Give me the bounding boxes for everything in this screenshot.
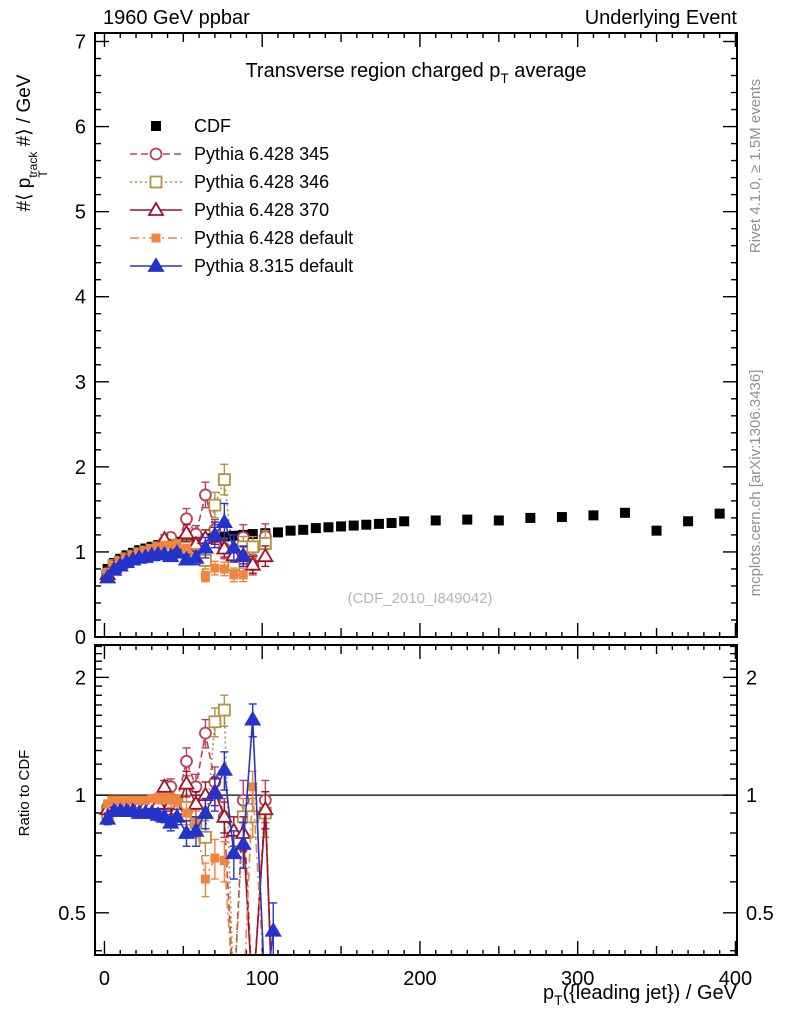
legend: CDF Pythia 6.428 345 Pythia 6.428 346 Pythi…: [128, 112, 353, 280]
y-tick-label-ratio-right: 2: [746, 667, 757, 689]
y-tick-label-ratio-right: 1: [746, 785, 757, 807]
plot-title: Transverse region charged pT average: [245, 60, 587, 87]
header-topic: Underlying Event: [584, 7, 737, 29]
legend-item-pythia-6-428-default: Pythia 6.428 default: [128, 224, 353, 252]
y-tick-label-main: 5: [75, 202, 86, 224]
legend-item-pythia-6-428-370: Pythia 6.428 370: [128, 196, 353, 224]
legend-label-pythia-6-428-346: Pythia 6.428 346: [194, 171, 330, 192]
analysis-watermark: (CDF_2010_I849042): [347, 590, 493, 607]
legend-item-pythia-6-428-346: Pythia 6.428 346: [128, 168, 353, 196]
legend-label-pythia-6-428-370: Pythia 6.428 370: [194, 199, 330, 220]
legend-marker-pythia-6-428-345: [130, 147, 182, 161]
y-tick-label-ratio: 2: [75, 667, 86, 689]
series-main-pythia-8-315-default: [99, 502, 252, 584]
y-tick-label-ratio-right: 0.5: [746, 903, 774, 925]
legend-marker-pythia-6-428-370: [130, 201, 182, 216]
legend-marker-pythia-8-315-default: [130, 257, 182, 272]
y-tick-label-main: 0: [75, 627, 86, 649]
legend-label-pythia-8-315-default: Pythia 8.315 default: [194, 255, 354, 276]
legend-item-cdf: CDF: [128, 112, 353, 140]
y-axis-title-ratio: Ratio to CDF: [16, 749, 33, 837]
x-tick-label: 100: [246, 968, 279, 990]
y-axis-title-main: #⟨ p track T #⟩ / GeV: [14, 74, 50, 212]
y-tick-label-main: 2: [75, 457, 86, 479]
rivet-version-label: Rivet 4.1.0, ≥ 1.5M events: [747, 78, 764, 254]
y-tick-label-main: 3: [75, 372, 86, 394]
header-beam: 1960 GeV ppbar: [103, 7, 250, 29]
y-tick-label-main: 4: [75, 287, 86, 309]
legend-label-cdf: CDF: [194, 115, 231, 136]
legend-label-pythia-6-428-default: Pythia 6.428 default: [194, 227, 354, 248]
y-tick-label-ratio: 0.5: [58, 903, 86, 925]
y-tick-label-ratio: 1: [75, 785, 86, 807]
x-tick-label: 400: [719, 968, 752, 990]
axes: 0 100 200 300 400 0 1 2 3 4 5 6 7 0.5 0.5 1 1 2 2: [58, 32, 774, 990]
legend-marker-cdf: [151, 121, 161, 131]
legend-marker-pythia-6-428-default: [130, 233, 182, 243]
legend-item-pythia-6-428-345: Pythia 6.428 345: [128, 140, 353, 168]
legend-marker-pythia-6-428-346: [130, 175, 182, 189]
y-tick-label-main: 1: [75, 542, 86, 564]
series-ratio-pythia-8-315-default: [99, 703, 282, 954]
y-tick-label-main: 7: [75, 32, 86, 54]
x-axis-title: pT({leading jet}) / GeV: [543, 982, 737, 1009]
x-tick-label: 0: [99, 968, 110, 990]
mcplots-credit-label: mcplots.cern.ch [arXiv:1306.3436]: [747, 369, 764, 597]
x-tick-label: 200: [403, 968, 436, 990]
x-tick-label: 300: [561, 968, 594, 990]
y-tick-label-main: 6: [75, 117, 86, 139]
legend-label-pythia-6-428-345: Pythia 6.428 345: [194, 143, 330, 164]
legend-item-pythia-8-315-default: Pythia 8.315 default: [128, 252, 353, 280]
